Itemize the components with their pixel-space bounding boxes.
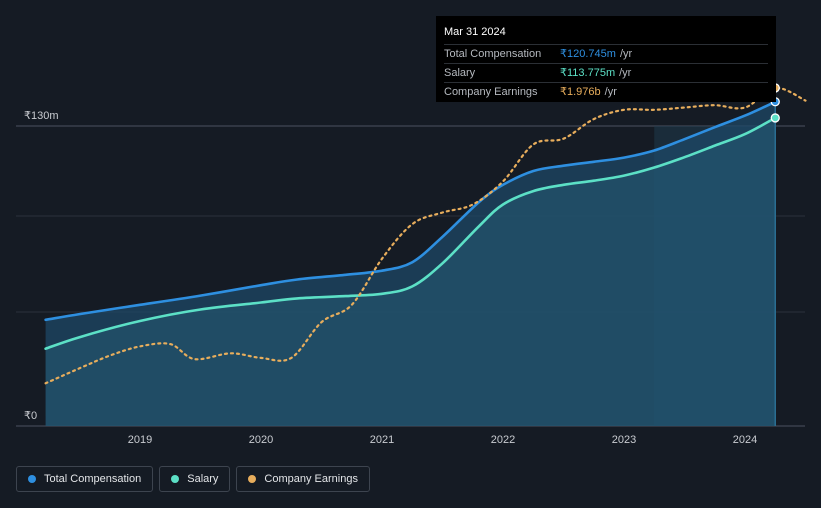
legend-dot-icon <box>171 475 180 483</box>
salary-marker <box>770 113 780 123</box>
tooltip-value: ₹1.976b <box>560 86 601 98</box>
legend-label: Total Compensation <box>44 473 142 485</box>
y-tick-label-max: ₹130m <box>24 110 59 122</box>
salary-line <box>44 116 777 350</box>
salary-area <box>45 117 776 427</box>
legend-item-company-earnings[interactable]: Company Earnings <box>236 466 370 492</box>
y-tick-label-zero: ₹0 <box>24 410 37 422</box>
legend-label: Company Earnings <box>264 473 358 485</box>
tooltip-row-total-compensation: Total Compensation ₹120.745m /yr <box>444 44 768 63</box>
series-layer <box>44 86 807 427</box>
legend-dot-icon <box>248 475 257 483</box>
legend-label: Salary <box>187 473 219 485</box>
legend-item-salary[interactable]: Salary <box>159 466 231 492</box>
axis-layer: ₹130m ₹0 2019 2020 2021 2022 2023 2024 <box>24 110 757 446</box>
tooltip-unit: /yr <box>619 67 632 79</box>
x-tick-label: 2020 <box>249 434 273 446</box>
tooltip-label: Salary <box>444 67 476 79</box>
legend: Total Compensation Salary Company Earnin… <box>16 466 370 492</box>
legend-item-total-compensation[interactable]: Total Compensation <box>16 466 154 492</box>
x-tick-label: 2024 <box>733 434 757 446</box>
x-tick-label: 2023 <box>612 434 636 446</box>
tooltip-label: Company Earnings <box>444 86 538 98</box>
tooltip-row-salary: Salary ₹113.775m /yr <box>444 63 768 82</box>
x-tick-label: 2019 <box>128 434 152 446</box>
tooltip-unit: /yr <box>619 48 633 60</box>
tooltip-label: Total Compensation <box>444 48 542 60</box>
tooltip-row-company-earnings: Company Earnings ₹1.976b /yr <box>444 82 768 101</box>
tooltip-value: ₹120.745m <box>560 48 616 60</box>
x-tick-label: 2021 <box>370 434 394 446</box>
legend-dot-icon <box>28 475 36 483</box>
company-earnings-line <box>44 86 807 385</box>
tooltip-date: Mar 31 2024 <box>444 26 506 38</box>
tooltip-value: ₹113.775m <box>560 67 616 79</box>
tooltip: Mar 31 2024 Total Compensation ₹120.745m… <box>436 16 776 102</box>
x-tick-label: 2022 <box>491 434 515 446</box>
tooltip-unit: /yr <box>604 86 617 98</box>
total-compensation-line <box>44 100 777 322</box>
